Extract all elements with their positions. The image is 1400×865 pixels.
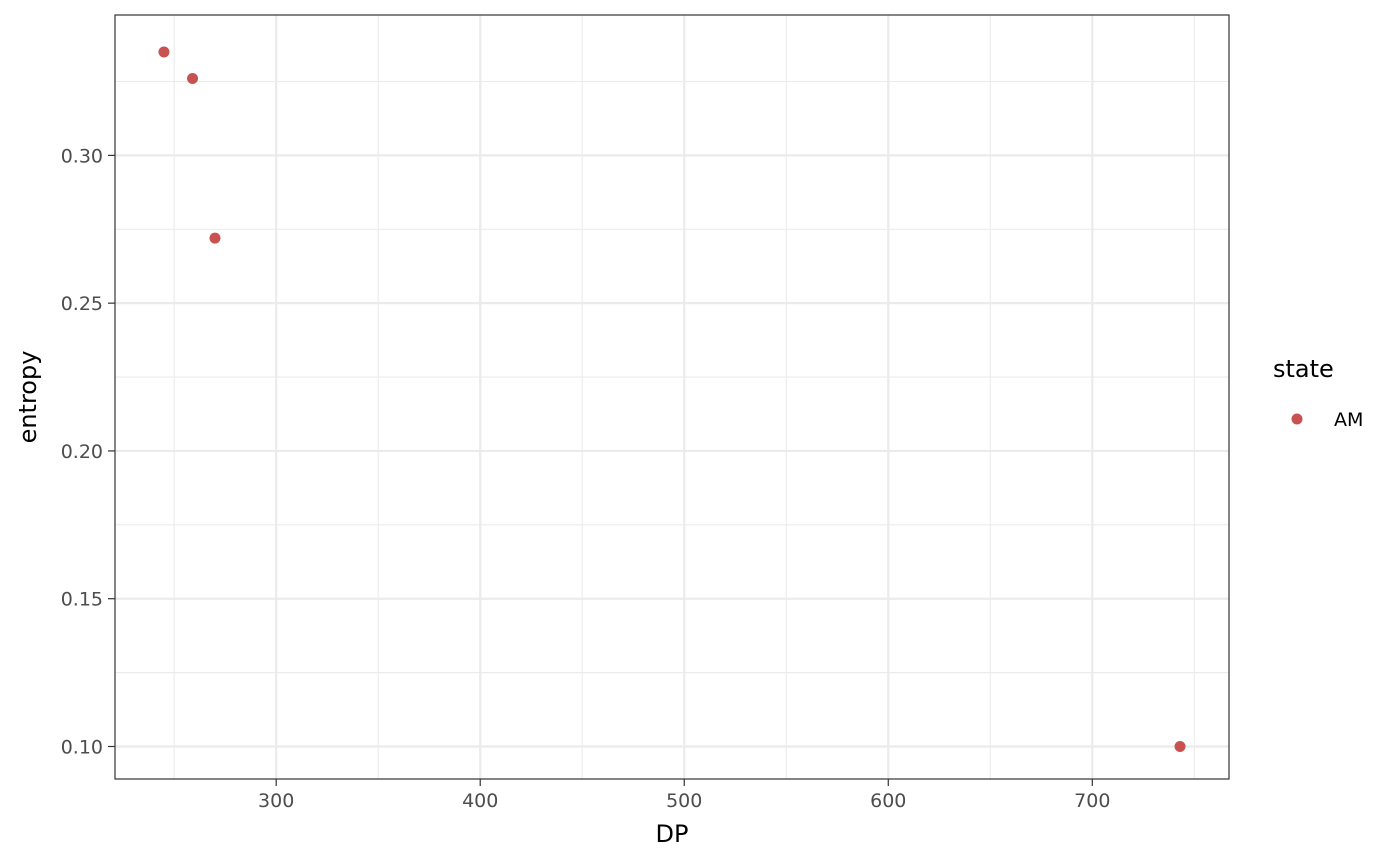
y-tick-label: 0.20 bbox=[61, 441, 103, 463]
y-tick-label: 0.30 bbox=[61, 145, 103, 167]
y-tick-label: 0.10 bbox=[61, 736, 103, 758]
x-axis-tick-labels: 300 400 500 600 700 bbox=[258, 790, 1110, 812]
data-point bbox=[1174, 740, 1186, 752]
y-axis-ticks bbox=[108, 154, 115, 748]
data-point bbox=[187, 73, 199, 85]
y-axis: 0.10 0.15 0.20 0.25 0.30 entropy bbox=[14, 145, 115, 758]
panel-border bbox=[114, 14, 1230, 780]
minor-grid bbox=[115, 15, 1229, 779]
y-tick-label: 0.25 bbox=[61, 293, 103, 315]
legend: state AM bbox=[1273, 355, 1363, 431]
x-tick-label: 700 bbox=[1074, 790, 1110, 812]
legend-entries: AM bbox=[1291, 409, 1363, 431]
x-axis-title: DP bbox=[656, 820, 689, 848]
data-point bbox=[209, 232, 221, 244]
x-tick-label: 600 bbox=[870, 790, 906, 812]
panel-background bbox=[115, 15, 1229, 779]
data-point bbox=[158, 46, 170, 58]
x-axis: 300 400 500 600 700 DP bbox=[258, 779, 1110, 848]
x-tick-label: 300 bbox=[258, 790, 294, 812]
y-tick-label: 0.15 bbox=[61, 589, 103, 611]
plot-panel bbox=[114, 14, 1230, 780]
major-grid bbox=[115, 15, 1229, 779]
y-axis-title: entropy bbox=[14, 351, 42, 444]
x-tick-label: 400 bbox=[462, 790, 498, 812]
x-axis-ticks bbox=[275, 779, 1093, 786]
legend-label: AM bbox=[1334, 409, 1363, 431]
legend-title: state bbox=[1273, 355, 1334, 383]
x-tick-label: 500 bbox=[666, 790, 702, 812]
legend-key bbox=[1291, 413, 1303, 425]
y-axis-tick-labels: 0.10 0.15 0.20 0.25 0.30 bbox=[61, 145, 103, 758]
data-points bbox=[158, 46, 1186, 752]
